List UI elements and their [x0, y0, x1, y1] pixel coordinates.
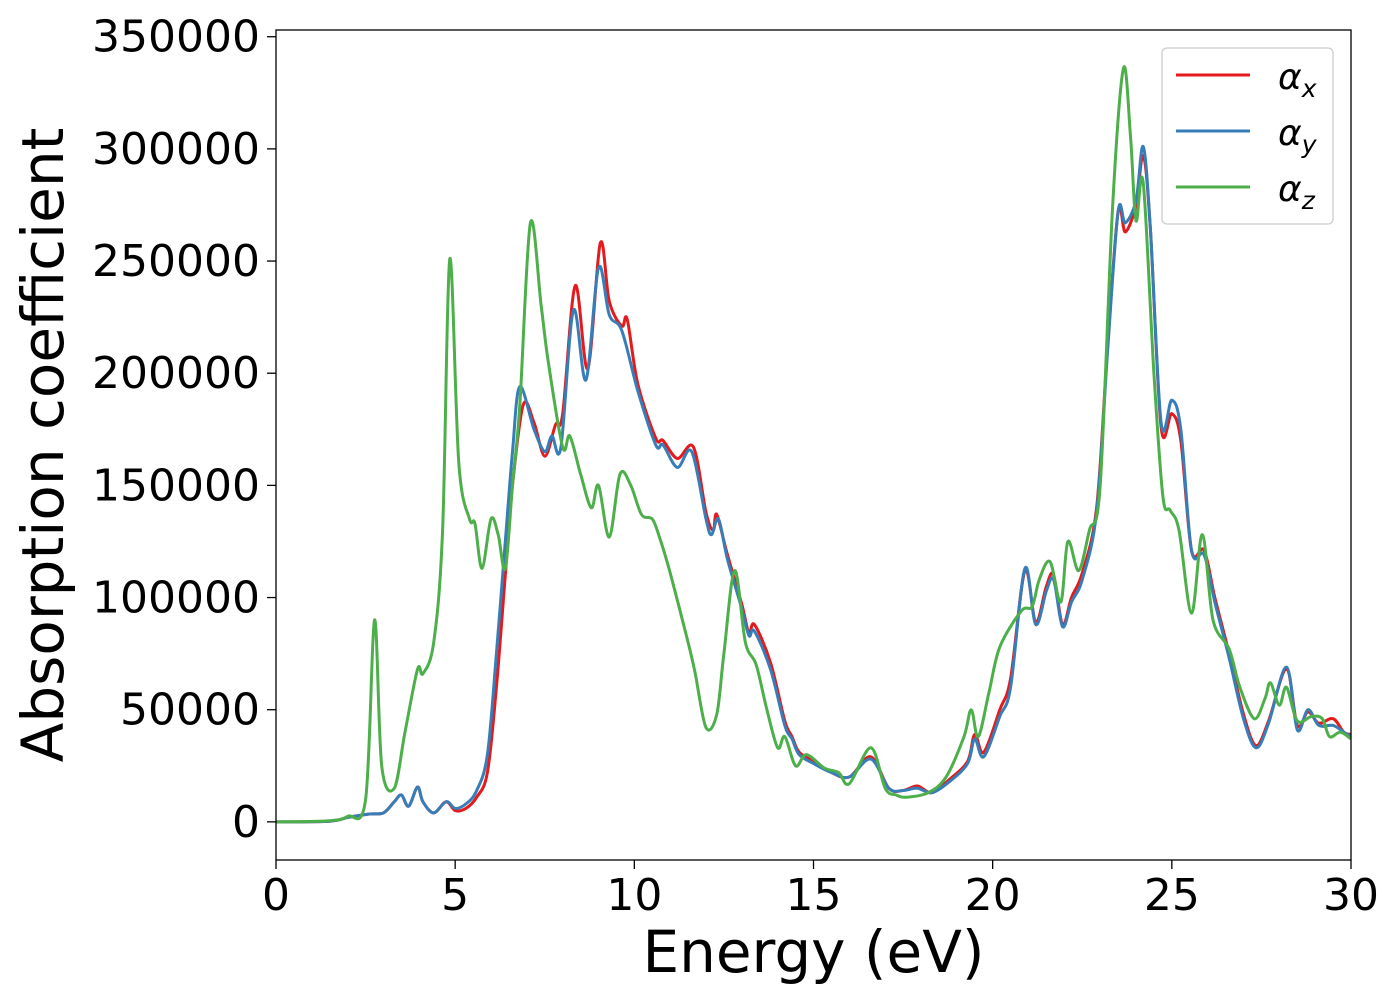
y-tick-label: 0 — [232, 797, 260, 848]
x-tick-label: 30 — [1323, 870, 1379, 921]
x-tick-label: 10 — [606, 870, 662, 921]
legend-box — [1161, 47, 1334, 225]
legend-item-x: αx — [1176, 57, 1317, 103]
x-axis: 0 5 10 15 20 25 30 — [262, 860, 1379, 921]
y-axis-label: Absorption coefficient — [9, 128, 77, 763]
x-axis-label: Energy (eV) — [642, 918, 984, 986]
y-tick-label: 300000 — [92, 124, 260, 175]
y-tick-label: 200000 — [92, 348, 260, 399]
legend-item-z: αz — [1176, 169, 1316, 215]
x-tick-label: 25 — [1144, 870, 1200, 921]
legend-item-y: αy — [1176, 113, 1318, 159]
legend-label: αz — [1278, 169, 1316, 215]
series-line-x — [276, 154, 1351, 824]
legend-label: αy — [1278, 113, 1318, 159]
x-tick-label: 15 — [786, 870, 842, 921]
legend: αx αy αz — [1161, 47, 1334, 225]
series-line-y — [276, 145, 1351, 824]
x-tick-label: 0 — [262, 870, 290, 921]
y-tick-label: 350000 — [92, 12, 260, 63]
x-tick-label: 5 — [441, 870, 469, 921]
legend-label: αx — [1278, 57, 1317, 103]
y-tick-label: 250000 — [92, 236, 260, 287]
x-tick-label: 20 — [965, 870, 1021, 921]
y-tick-label: 150000 — [92, 460, 260, 511]
series-layer — [276, 65, 1351, 824]
y-tick-label: 50000 — [120, 685, 260, 736]
series-line-z — [276, 65, 1351, 824]
y-tick-label: 100000 — [92, 573, 260, 624]
y-axis: 0 50000 100000 150000 200000 250000 300000 3500… — [92, 12, 276, 848]
